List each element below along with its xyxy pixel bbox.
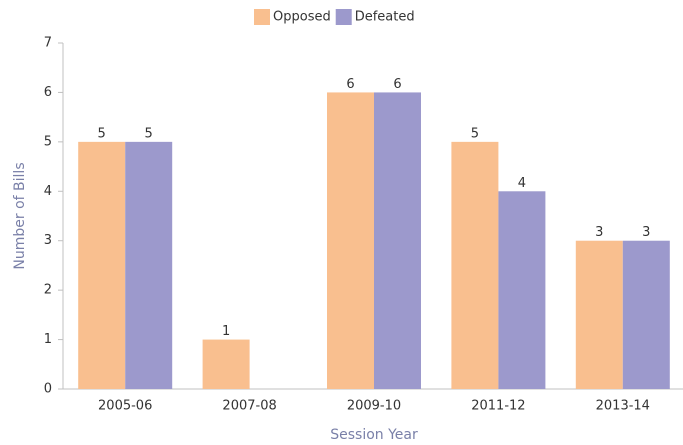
y-tick-label: 1 <box>44 332 52 347</box>
data-label: 1 <box>222 324 230 339</box>
y-tick-label: 5 <box>44 134 52 149</box>
data-label: 6 <box>346 77 354 92</box>
data-label: 3 <box>642 225 650 240</box>
data-label: 5 <box>471 126 479 141</box>
bar <box>202 339 250 389</box>
y-axis-title: Number of Bills <box>12 162 28 269</box>
bar <box>327 92 374 389</box>
y-tick-label: 2 <box>44 283 52 298</box>
data-label: 3 <box>595 225 603 240</box>
legend-label: Opposed <box>273 10 331 25</box>
y-tick-label: 7 <box>44 36 52 51</box>
data-label: 4 <box>518 176 526 191</box>
bar <box>451 141 499 389</box>
y-tick-label: 4 <box>44 184 52 199</box>
legend-swatch <box>335 9 352 25</box>
bar <box>622 240 670 389</box>
x-tick-label: 2005-06 <box>98 399 152 414</box>
bar <box>374 92 421 389</box>
y-tick-label: 6 <box>44 85 52 100</box>
x-tick-label: 2011-12 <box>471 399 525 414</box>
bar <box>498 191 546 389</box>
bar <box>78 141 126 389</box>
x-tick-label: 2009-10 <box>347 399 401 414</box>
bar <box>125 141 173 389</box>
legend-label: Defeated <box>355 10 415 25</box>
data-label: 5 <box>145 126 153 141</box>
y-tick-label: 3 <box>44 233 52 248</box>
data-label: 6 <box>393 77 401 92</box>
bar <box>575 240 623 389</box>
x-tick-label: 2013-14 <box>596 399 650 414</box>
x-tick-label: 2007-08 <box>222 399 276 414</box>
legend-swatch <box>254 9 270 25</box>
data-label: 5 <box>98 126 106 141</box>
x-axis-title: Session Year <box>330 427 418 443</box>
y-tick-label: 0 <box>44 382 52 397</box>
